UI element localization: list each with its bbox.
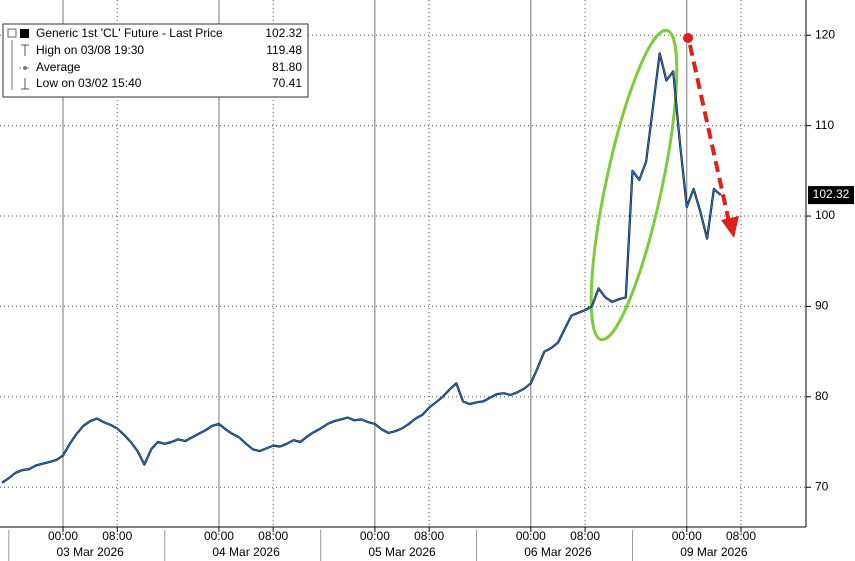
legend-value: 102.32 xyxy=(265,26,302,40)
legend-average-dot xyxy=(23,66,27,70)
legend-box xyxy=(2,23,309,98)
x-date-label: 06 Mar 2026 xyxy=(524,545,592,559)
y-tick-label: 90 xyxy=(815,299,829,313)
x-tick-label: 08:00 xyxy=(258,529,288,543)
legend-value: 70.41 xyxy=(272,76,302,90)
x-tick-label: 00:00 xyxy=(360,529,390,543)
last-price-tag: 102.32 xyxy=(808,186,854,205)
x-tick-label: 08:00 xyxy=(570,529,600,543)
price-line-shadow xyxy=(1,52,722,484)
last-price-label: 102.32 xyxy=(813,187,850,201)
legend-toggle xyxy=(7,28,17,38)
arrow-head xyxy=(721,216,739,238)
x-date-label: 09 Mar 2026 xyxy=(680,545,748,559)
x-date-label: 05 Mar 2026 xyxy=(368,545,436,559)
legend-label: High on 03/08 19:30 xyxy=(36,43,144,57)
y-tick-label: 110 xyxy=(815,118,834,132)
x-tick-label: 08:00 xyxy=(414,529,444,543)
legend-low-icon xyxy=(21,78,29,90)
legend-swatch xyxy=(20,29,29,38)
x-date-label: 04 Mar 2026 xyxy=(212,545,280,559)
legend-high-icon xyxy=(21,44,29,56)
legend-value: 119.48 xyxy=(266,43,302,57)
y-tick-label: 70 xyxy=(815,479,829,493)
y-tick-label: 100 xyxy=(815,208,835,222)
x-date-label: 03 Mar 2026 xyxy=(56,545,124,559)
y-tick-label: 80 xyxy=(815,389,829,403)
x-tick-label: 00:00 xyxy=(204,529,234,543)
legend: Generic 1st 'CL' Future - Last Price 102… xyxy=(2,23,309,98)
legend-label: Generic 1st 'CL' Future - Last Price xyxy=(36,26,223,40)
x-tick-label: 08:00 xyxy=(102,529,132,543)
legend-value: 81.80 xyxy=(272,60,302,74)
legend-label: Low on 03/02 15:40 xyxy=(36,76,142,90)
legend-label: Average xyxy=(36,60,81,74)
x-tick-label: 00:00 xyxy=(516,529,546,543)
x-tick-label: 08:00 xyxy=(726,529,756,543)
highlight-ellipse xyxy=(589,28,679,342)
price-line xyxy=(1,52,722,484)
x-tick-label: 00:00 xyxy=(672,529,702,543)
trend-arrow xyxy=(688,44,731,223)
y-tick-label: 120 xyxy=(815,27,835,41)
last-price-box xyxy=(808,186,854,205)
arrow-start xyxy=(683,33,693,43)
x-tick-label: 00:00 xyxy=(48,529,78,543)
